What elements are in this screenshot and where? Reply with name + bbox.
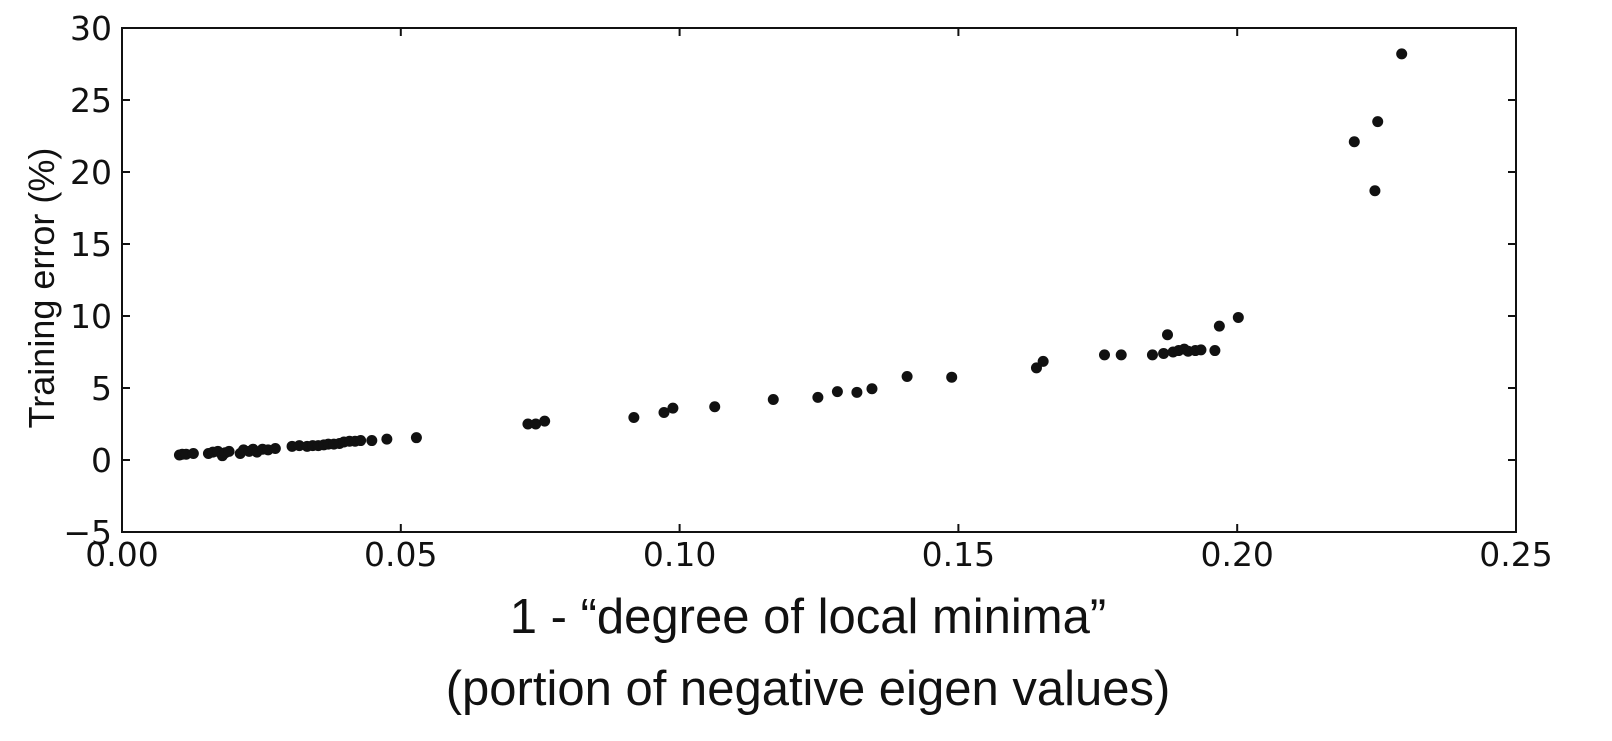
data-point: [866, 383, 878, 395]
data-points: [173, 48, 1408, 462]
y-tick-label: 5: [91, 369, 112, 408]
data-point: [381, 433, 393, 445]
data-point: [366, 435, 378, 447]
data-point: [522, 418, 534, 430]
data-point: [1195, 344, 1207, 356]
data-point: [355, 435, 367, 447]
y-tick-label: 10: [70, 297, 112, 336]
data-point: [410, 432, 422, 444]
data-point: [530, 418, 542, 430]
data-point: [667, 402, 679, 414]
data-point: [1348, 136, 1360, 148]
y-axis-title: Training error (%): [21, 148, 62, 429]
axis-ticks: [121, 27, 1517, 533]
data-point: [812, 391, 824, 403]
data-point: [1232, 311, 1244, 323]
data-point: [539, 415, 551, 427]
axis-tick-labels: 0.00 0.05 0.10 0.15 0.20 0.25 −5 0 5 10 15 20 25 30: [63, 9, 1552, 574]
y-tick-label: 25: [70, 81, 112, 120]
data-point: [187, 448, 199, 460]
data-point: [1369, 185, 1381, 197]
data-point: [1396, 48, 1408, 60]
x-tick-label: 0.00: [85, 535, 158, 574]
x-tick-label: 0.05: [364, 535, 437, 574]
data-point: [1213, 320, 1225, 332]
data-point: [223, 445, 235, 457]
x-tick-label: 0.15: [922, 535, 995, 574]
x-tick-label: 0.10: [643, 535, 716, 574]
data-point: [658, 406, 670, 418]
data-point: [1037, 355, 1049, 367]
data-point: [269, 442, 281, 454]
data-point: [1098, 349, 1110, 361]
data-point: [709, 401, 721, 413]
data-point: [831, 386, 843, 398]
data-point: [1158, 347, 1170, 359]
y-tick-label: 20: [70, 153, 112, 192]
y-tick-label: 30: [70, 9, 112, 48]
x-tick-label: 0.20: [1200, 535, 1273, 574]
y-tick-label: 0: [91, 441, 112, 480]
y-tick-label: 15: [70, 225, 112, 264]
data-point: [1162, 329, 1173, 341]
data-point: [1209, 345, 1221, 357]
plot-frame: [121, 27, 1517, 533]
data-point: [901, 370, 913, 382]
data-point: [1372, 116, 1384, 128]
data-point: [1115, 349, 1127, 361]
x-axis-title: 1 - “degree of local minima”: [510, 590, 1106, 644]
data-point: [851, 386, 863, 398]
x-tick-label: 0.25: [1479, 535, 1552, 574]
data-point: [946, 371, 958, 383]
data-point: [628, 412, 640, 424]
y-tick-label: −5: [63, 513, 112, 552]
data-point: [1146, 349, 1158, 361]
data-point: [767, 394, 779, 406]
x-axis-subtitle: (portion of negative eigen values): [446, 662, 1171, 716]
